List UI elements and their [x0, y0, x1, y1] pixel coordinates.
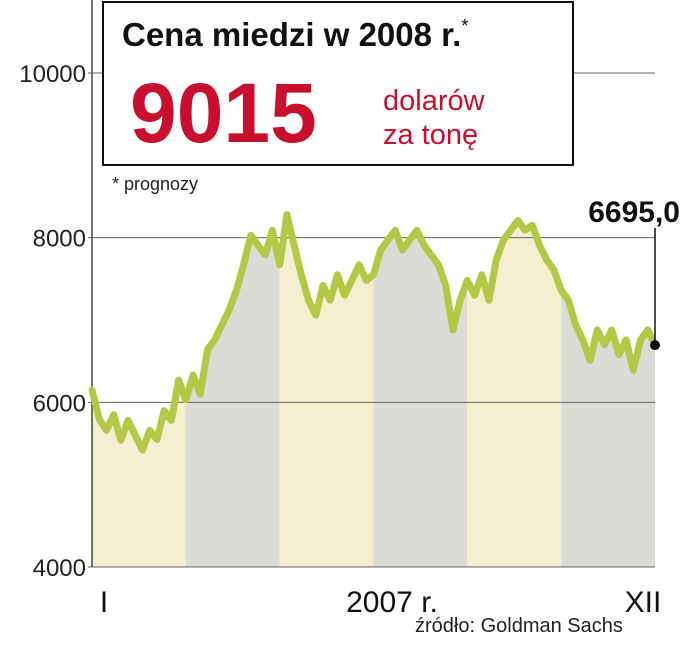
footnote: * prognozy: [112, 174, 198, 194]
source: źródło: Goldman Sachs: [415, 615, 623, 637]
x-tick-label: XII: [625, 586, 662, 619]
line: [88, 211, 659, 454]
value-label: 6695,0: [588, 196, 680, 229]
x-axis-label: 2007 r.: [346, 586, 438, 619]
y-tick-label: 4000: [33, 555, 86, 582]
y-tick-label: 10000: [19, 61, 86, 88]
end-point: [650, 340, 660, 351]
headline-box: [102, 1, 574, 166]
y-tick-label: 8000: [33, 226, 86, 253]
headline: Cena miedzi w 2008 r.*: [122, 16, 468, 53]
headline-text: Cena miedzi w: [122, 16, 350, 53]
forecast-unit: za tonę: [383, 119, 478, 151]
forecast-value: 9015: [130, 66, 317, 160]
plot: 4000 6000 8000 10000 I XII 2007 r. 6695,0: [19, 0, 680, 619]
x-tick-label: I: [100, 586, 108, 619]
headline-mark: *: [461, 16, 468, 36]
headline-bold: 2008 r.: [359, 16, 462, 53]
y-tick-label: 6000: [33, 390, 86, 417]
forecast-unit: dolarów: [383, 85, 486, 117]
